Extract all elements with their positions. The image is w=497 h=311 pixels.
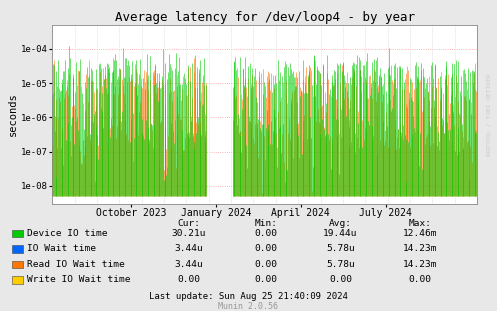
- Text: 3.44u: 3.44u: [174, 244, 203, 253]
- Y-axis label: seconds: seconds: [8, 92, 18, 136]
- Text: 30.21u: 30.21u: [171, 229, 206, 238]
- Text: Read IO Wait time: Read IO Wait time: [27, 260, 125, 269]
- Text: 0.00: 0.00: [254, 276, 277, 284]
- Text: 0.00: 0.00: [254, 244, 277, 253]
- Text: Write IO Wait time: Write IO Wait time: [27, 276, 131, 284]
- Text: 0.00: 0.00: [254, 229, 277, 238]
- Text: 19.44u: 19.44u: [323, 229, 358, 238]
- Text: 14.23m: 14.23m: [403, 244, 437, 253]
- Text: Cur:: Cur:: [177, 219, 200, 228]
- Text: 5.78u: 5.78u: [326, 244, 355, 253]
- Text: Max:: Max:: [409, 219, 431, 228]
- Text: RRDTOOL / TOBI OETIKER: RRDTOOL / TOBI OETIKER: [486, 74, 491, 156]
- Text: Munin 2.0.56: Munin 2.0.56: [219, 302, 278, 311]
- Text: Device IO time: Device IO time: [27, 229, 108, 238]
- Text: IO Wait time: IO Wait time: [27, 244, 96, 253]
- Text: Min:: Min:: [254, 219, 277, 228]
- Text: 0.00: 0.00: [254, 260, 277, 269]
- Text: Avg:: Avg:: [329, 219, 352, 228]
- Text: 14.23m: 14.23m: [403, 260, 437, 269]
- Text: 0.00: 0.00: [409, 276, 431, 284]
- Text: 12.46m: 12.46m: [403, 229, 437, 238]
- Text: 3.44u: 3.44u: [174, 260, 203, 269]
- Text: 5.78u: 5.78u: [326, 260, 355, 269]
- Text: 0.00: 0.00: [329, 276, 352, 284]
- Text: 0.00: 0.00: [177, 276, 200, 284]
- Title: Average latency for /dev/loop4 - by year: Average latency for /dev/loop4 - by year: [115, 11, 414, 24]
- Text: Last update: Sun Aug 25 21:40:09 2024: Last update: Sun Aug 25 21:40:09 2024: [149, 292, 348, 300]
